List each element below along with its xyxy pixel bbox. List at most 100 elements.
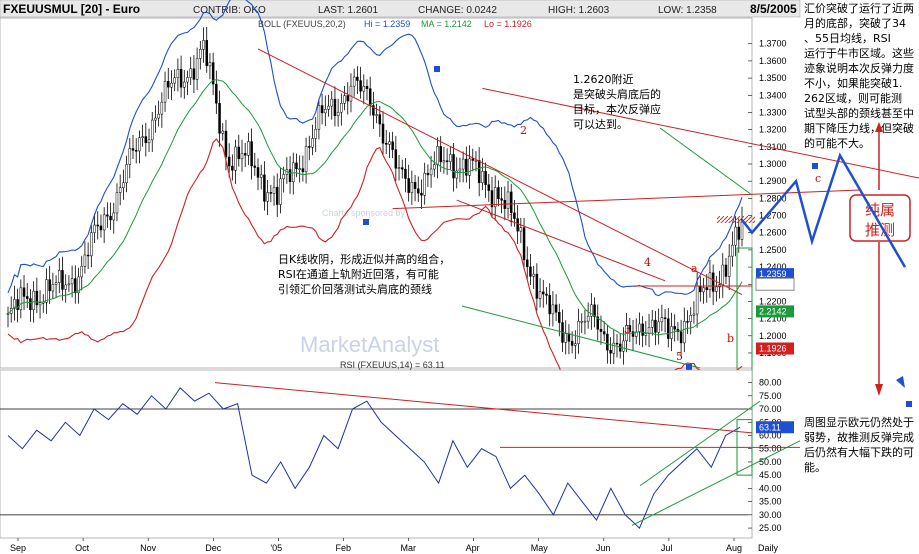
price-legend-hi: Hi = 1.2359 — [364, 19, 410, 29]
wave-label: 5 — [676, 350, 683, 363]
candle-body — [192, 68, 196, 80]
candle-body — [679, 331, 683, 344]
wave-label: 4 — [644, 256, 651, 269]
rsi-tick-label: 50.00 — [759, 457, 782, 467]
price-tick-label: 1.3000 — [759, 159, 787, 169]
candle-body — [74, 278, 77, 294]
candle-body — [122, 182, 125, 188]
candle-body — [500, 198, 503, 201]
candle-body — [67, 283, 71, 286]
candle-body — [179, 69, 183, 88]
candle-body — [90, 232, 93, 257]
rsi-tick-label: 25.00 — [759, 523, 782, 533]
candle-body — [269, 192, 273, 194]
candle-body — [468, 158, 471, 176]
price-tick-label: 1.3600 — [759, 56, 787, 66]
candle-body — [686, 321, 689, 323]
candle-body — [548, 295, 551, 315]
rsi-lines — [7, 382, 801, 529]
candle-body — [477, 160, 481, 184]
candle-body — [29, 298, 32, 310]
candle-body — [641, 323, 644, 336]
candle-body — [128, 148, 132, 165]
candle-body — [651, 319, 654, 328]
price-tick-label: 1.2500 — [759, 245, 787, 255]
candle-body — [99, 225, 103, 231]
candle-body — [141, 136, 144, 138]
price-tag-label: 1.1926 — [759, 344, 787, 354]
candle-body — [346, 95, 350, 102]
candle-body — [311, 138, 314, 148]
pivot-marker — [686, 364, 692, 370]
x-tick-label: Apr — [466, 543, 480, 553]
candle-body — [77, 276, 80, 294]
price-tick-label: 1.3400 — [759, 90, 787, 100]
candle-body — [532, 273, 535, 277]
candle-body — [522, 227, 526, 261]
wave-label: 1 — [508, 212, 515, 225]
price-tag-label: 1.2300 — [759, 279, 787, 289]
candle-body — [394, 149, 398, 169]
pivot-marker — [906, 401, 912, 407]
rsi-value-label: 63.11 — [759, 422, 781, 432]
candle-body — [660, 317, 664, 323]
price-legend-prefix: BOLL (FXEUUS,20,2) — [258, 19, 346, 29]
annotation-line: 后仍然有大幅下跌的可 — [804, 445, 914, 459]
candle-body — [436, 146, 439, 165]
candle-body — [535, 273, 539, 299]
annotation-line: 日K线收阴，形成近似并高的组合， — [278, 252, 450, 266]
price-tick-label: 1.3300 — [759, 107, 787, 117]
candle-body — [35, 290, 39, 306]
candle-body — [558, 312, 561, 323]
candle-body — [545, 293, 548, 296]
x-tick-label: Oct — [75, 543, 90, 553]
annotation-line: 引领汇价回落测试头肩底的颈线 — [278, 282, 432, 296]
speculation-line2: 推测 — [865, 221, 895, 239]
candle-body — [606, 333, 609, 351]
candle-body — [224, 130, 228, 158]
candle-body — [404, 168, 407, 179]
candle-body — [308, 146, 311, 148]
candle-body — [583, 320, 587, 323]
x-tick-label: Aug — [726, 543, 742, 553]
rsi-highlight-box — [736, 419, 753, 476]
candle-body — [336, 111, 340, 116]
candle-body — [596, 316, 600, 330]
x-tick-label: Sep — [10, 543, 26, 553]
candle-body — [118, 187, 122, 193]
annotation-line: 能。 — [804, 460, 826, 474]
bollinger-upper-line — [7, 0, 743, 297]
candle-body — [506, 191, 510, 209]
projection-path — [741, 152, 907, 268]
candle-body — [167, 80, 170, 88]
candle-body — [567, 333, 571, 342]
candle-body — [410, 182, 414, 193]
resistance-trendline — [257, 48, 743, 296]
x-tick-label: Daily — [758, 543, 779, 553]
rsi-tick-label: 55.00 — [759, 444, 782, 454]
candle-body — [692, 313, 696, 316]
annotation-line: 运行于牛市区域。这些 — [804, 46, 914, 60]
candle-body — [538, 291, 542, 299]
candle-body — [134, 150, 138, 152]
candle-body — [638, 323, 641, 333]
annotation-line: 的可能不大。 — [804, 136, 870, 150]
candle-body — [259, 174, 263, 178]
candle-body — [314, 128, 317, 139]
annotation-line: 汇价突破了运行了近两 — [804, 1, 914, 15]
annotation-line: 月的底部，突破了34 — [804, 16, 906, 30]
candle-body — [400, 167, 404, 170]
rsi-value-tag — [756, 421, 794, 434]
price-tag — [756, 268, 794, 281]
candle-body — [599, 328, 603, 332]
candle-body — [240, 153, 244, 160]
header-contrib: CONTRIB: OKO — [193, 5, 266, 16]
candle-body — [282, 174, 285, 180]
trend-segment — [456, 199, 666, 282]
candle-body — [586, 315, 590, 322]
candle-body — [13, 299, 16, 309]
candle-body — [702, 287, 705, 293]
candle-body — [131, 148, 135, 151]
pivot-marker — [363, 219, 369, 225]
